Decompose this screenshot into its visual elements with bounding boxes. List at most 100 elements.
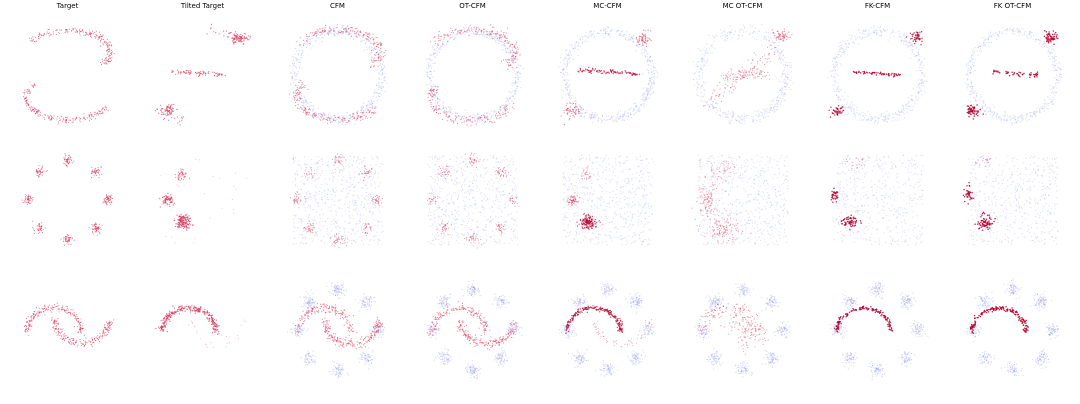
data-point: [500, 30, 502, 32]
data-point: [473, 33, 475, 35]
data-point: [601, 72, 603, 74]
data-point: [985, 108, 987, 110]
data-point: [1053, 58, 1055, 60]
data-point: [477, 30, 479, 32]
data-point: [850, 110, 852, 112]
data-point: [697, 84, 699, 86]
data-point: [102, 62, 104, 64]
data-point: [879, 25, 881, 27]
data-point: [703, 82, 705, 84]
data-point: [644, 42, 646, 44]
data-point: [308, 114, 310, 116]
data-point: [566, 60, 568, 63]
data-point: [377, 95, 379, 97]
data-point: [432, 53, 434, 55]
data-point: [1053, 77, 1056, 79]
data-point: [717, 95, 719, 98]
data-point: [633, 103, 635, 105]
data-point: [988, 41, 990, 44]
data-point: [763, 113, 765, 115]
data-point: [483, 35, 485, 37]
data-point: [917, 79, 919, 81]
data-point: [504, 103, 507, 105]
data-point: [632, 108, 634, 110]
data-point: [892, 75, 894, 78]
data-point: [869, 119, 872, 122]
data-point: [436, 43, 438, 45]
data-point: [494, 37, 496, 39]
data-point: [376, 100, 378, 102]
data-point: [566, 82, 568, 84]
data-point: [366, 109, 368, 112]
data-point: [442, 107, 444, 109]
data-point: [432, 96, 434, 98]
data-point: [239, 33, 241, 35]
data-point: [301, 83, 303, 85]
data-point: [965, 65, 967, 67]
data-point: [341, 25, 344, 27]
data-point: [917, 54, 919, 56]
data-point: [78, 119, 80, 121]
data-point: [350, 35, 352, 37]
data-point: [911, 35, 913, 37]
data-point: [714, 107, 717, 109]
data-point: [920, 78, 922, 80]
data-point: [234, 31, 236, 33]
data-point: [355, 114, 358, 116]
point-layer-1: [702, 39, 777, 109]
data-point: [300, 107, 302, 109]
data-point: [465, 31, 467, 33]
data-point: [635, 111, 637, 113]
data-point: [648, 38, 650, 40]
data-point: [736, 116, 738, 118]
data-point: [830, 75, 832, 77]
data-point: [624, 34, 627, 36]
data-point: [496, 33, 499, 35]
data-point: [568, 111, 570, 113]
data-point: [754, 54, 756, 56]
data-point: [304, 101, 306, 103]
data-point: [433, 89, 435, 91]
data-point: [589, 116, 591, 118]
data-point: [903, 35, 905, 37]
data-point: [1005, 29, 1007, 31]
data-point: [177, 73, 179, 75]
data-point: [726, 32, 729, 34]
data-point: [503, 108, 505, 110]
data-point: [448, 38, 450, 40]
data-point: [644, 30, 646, 32]
data-point: [652, 65, 654, 67]
data-point: [507, 111, 509, 113]
data-point: [643, 49, 646, 51]
data-point: [1033, 114, 1035, 116]
data-point: [626, 112, 628, 114]
data-point: [472, 113, 474, 115]
data-point: [1043, 104, 1046, 106]
data-point: [776, 50, 778, 52]
data-point: [362, 106, 364, 109]
data-point: [1026, 113, 1028, 115]
data-point: [290, 72, 292, 74]
data-point: [503, 45, 505, 47]
data-point: [504, 58, 506, 60]
data-point: [646, 92, 648, 94]
data-point: [966, 73, 968, 75]
data-point: [347, 27, 349, 30]
data-point: [184, 72, 186, 74]
data-point: [321, 119, 323, 121]
data-point: [979, 48, 981, 50]
data-point: [435, 112, 437, 114]
data-point: [501, 35, 503, 38]
data-point: [710, 44, 712, 46]
data-point: [567, 94, 569, 96]
data-point: [752, 30, 754, 32]
data-point: [183, 71, 185, 74]
data-point: [731, 115, 733, 117]
data-point: [853, 71, 856, 74]
data-point: [786, 77, 788, 79]
data-point: [565, 99, 567, 101]
data-point: [590, 115, 592, 117]
data-point: [293, 63, 295, 65]
data-point: [836, 87, 838, 89]
data-point: [499, 40, 501, 43]
